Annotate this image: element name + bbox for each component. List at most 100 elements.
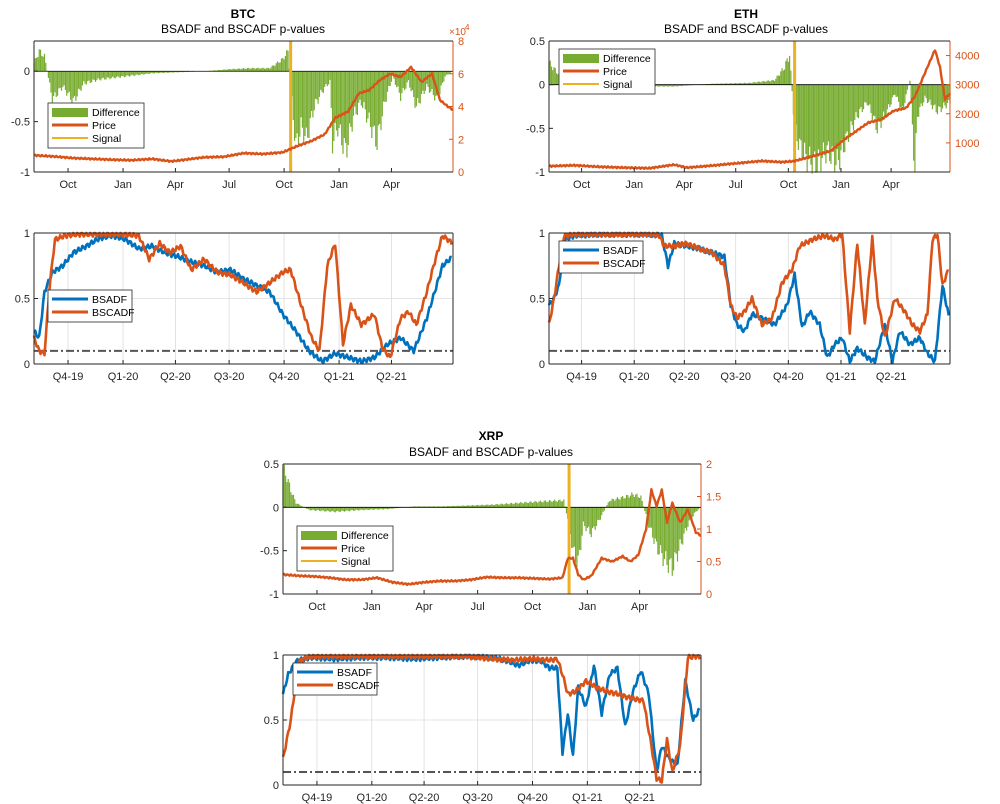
legend-label-signal: Signal — [92, 133, 121, 145]
x-tick-label: Apr — [167, 179, 184, 191]
btc-subtitle: BSADF and BSCADF p-values — [161, 22, 325, 36]
y-tick-label: -0.5 — [526, 123, 545, 135]
y-tick-label: 0 — [539, 359, 545, 371]
eth-difference-price-panel: 1000 2000 3000 4000 -1 -0.5 0 0.5 Oct Jan Apr Jul Oc… — [526, 36, 979, 191]
right-tick-label: 1.5 — [706, 492, 721, 504]
xrp-subtitle: BSADF and BSCADF p-values — [409, 445, 573, 459]
y-tick-label: 0 — [24, 359, 30, 371]
legend-label-difference: Difference — [603, 53, 651, 65]
x-tick-label: Q4-19 — [53, 371, 84, 383]
x-tick-label: Q4-19 — [302, 792, 333, 804]
right-tick-label: 4000 — [955, 51, 979, 63]
legend-label-bscadf: BSCADF — [603, 258, 646, 270]
xrp-pvalues-panel: 0.5 1 0 Q4-19 Q1-20 Q2-20 Q3-20 Q4-20 Q1-21 Q2-21… — [264, 650, 702, 804]
legend-label-difference: Difference — [92, 107, 140, 119]
legend-label-price: Price — [92, 120, 116, 132]
right-tick-label: 2 — [706, 459, 712, 471]
x-tick-label: Q4-20 — [517, 792, 548, 804]
right-tick-label: 1 — [706, 524, 712, 536]
y-tick-label: 0 — [273, 780, 279, 792]
xrp-difference-price-panel: 0 0.5 1 1.5 2 -1 -0.5 0 0.5 Oct Jan Apr Jul Oct Jan Apr… — [260, 459, 721, 613]
y-tick-label: 0.5 — [264, 715, 279, 727]
right-tick-label: 1000 — [955, 138, 979, 150]
right-tick-label: 8 — [458, 36, 464, 48]
legend-box — [292, 662, 378, 696]
btc-title: BTC — [231, 7, 256, 21]
x-tick-label: Q1-21 — [324, 371, 355, 383]
legend-label-price: Price — [341, 543, 365, 555]
x-tick-label: Q3-20 — [214, 371, 245, 383]
y-tick-label: 1 — [539, 228, 545, 240]
legend-label-bscadf: BSCADF — [337, 680, 380, 692]
price-line — [282, 488, 701, 587]
y-tick-label: -0.5 — [260, 546, 279, 558]
y-tick-label: 1 — [24, 228, 30, 240]
x-tick-label: Q4-20 — [773, 371, 804, 383]
right-tick-label: 4 — [458, 102, 464, 114]
legend-label-bscadf: BSCADF — [92, 307, 135, 319]
x-tick-label: Q4-20 — [269, 371, 300, 383]
x-tick-label: Jan — [578, 601, 596, 613]
legend-swatch-difference — [52, 108, 88, 117]
y-tick-label: 0 — [539, 80, 545, 92]
legend-label-bsadf: BSADF — [337, 667, 372, 679]
x-tick-label: Jan — [832, 179, 850, 191]
legend-label-difference: Difference — [341, 530, 389, 542]
x-tick-label: Q2-21 — [624, 792, 655, 804]
y-tick-label: -1 — [269, 589, 279, 601]
right-tick-label: 3000 — [955, 80, 979, 92]
y-tick-label: -1 — [535, 167, 545, 179]
x-tick-label: Apr — [883, 179, 900, 191]
right-tick-label: 2 — [458, 134, 464, 146]
y-tick-label: 0.5 — [15, 294, 30, 306]
y-tick-label: -1 — [20, 167, 30, 179]
y-tick-label: 0.5 — [264, 459, 279, 471]
y-tick-label: -0.5 — [11, 117, 30, 129]
x-tick-label: Q4-19 — [566, 371, 597, 383]
y-tick-label: 0 — [273, 502, 279, 514]
legend-box — [47, 289, 133, 323]
eth-subtitle: BSADF and BSCADF p-values — [664, 22, 828, 36]
x-tick-label: Oct — [573, 179, 590, 191]
right-axis-exponent: ×10 — [449, 27, 466, 38]
x-tick-label: Apr — [631, 601, 648, 613]
x-tick-label: Q2-20 — [669, 371, 700, 383]
x-tick-label: Apr — [416, 601, 433, 613]
x-tick-label: Q2-20 — [409, 792, 440, 804]
x-tick-label: Oct — [276, 179, 293, 191]
right-tick-label: 0 — [458, 167, 464, 179]
x-tick-label: Jan — [114, 179, 132, 191]
y-tick-label: 1 — [273, 650, 279, 662]
x-tick-label: Q2-21 — [876, 371, 907, 383]
x-tick-label: Oct — [59, 179, 76, 191]
x-tick-label: Jul — [471, 601, 485, 613]
x-tick-label: Oct — [308, 601, 325, 613]
x-tick-label: Q1-21 — [826, 371, 857, 383]
xrp-title: XRP — [479, 429, 504, 443]
legend-label-bsadf: BSADF — [603, 245, 638, 257]
y-tick-label: 0.5 — [530, 36, 545, 48]
legend-label-signal: Signal — [341, 556, 370, 568]
x-tick-label: Q1-21 — [572, 792, 603, 804]
right-axis-exponent-power: 4 — [465, 23, 470, 32]
x-tick-label: Q1-20 — [357, 792, 388, 804]
x-tick-label: Jan — [363, 601, 381, 613]
x-tick-label: Oct — [524, 601, 541, 613]
x-tick-label: Apr — [383, 179, 400, 191]
legend-swatch-difference — [563, 54, 599, 63]
y-tick-label: 0.5 — [530, 294, 545, 306]
btc-pvalues-panel: 0 0.5 1 Q4-19 Q1-20 Q2-20 Q3-20 Q4-20 Q1-21 Q2-21… — [15, 228, 454, 383]
eth-pvalues-panel: 0 0.5 1 Q4-19 Q1-20 Q2-20 Q3-20 Q4-20 Q1-21 Q2-21… — [530, 228, 951, 383]
price-line — [33, 65, 454, 164]
right-tick-label: 2000 — [955, 109, 979, 121]
x-tick-label: Apr — [676, 179, 693, 191]
legend-label-bsadf: BSADF — [92, 294, 127, 306]
x-tick-label: Q3-20 — [462, 792, 493, 804]
